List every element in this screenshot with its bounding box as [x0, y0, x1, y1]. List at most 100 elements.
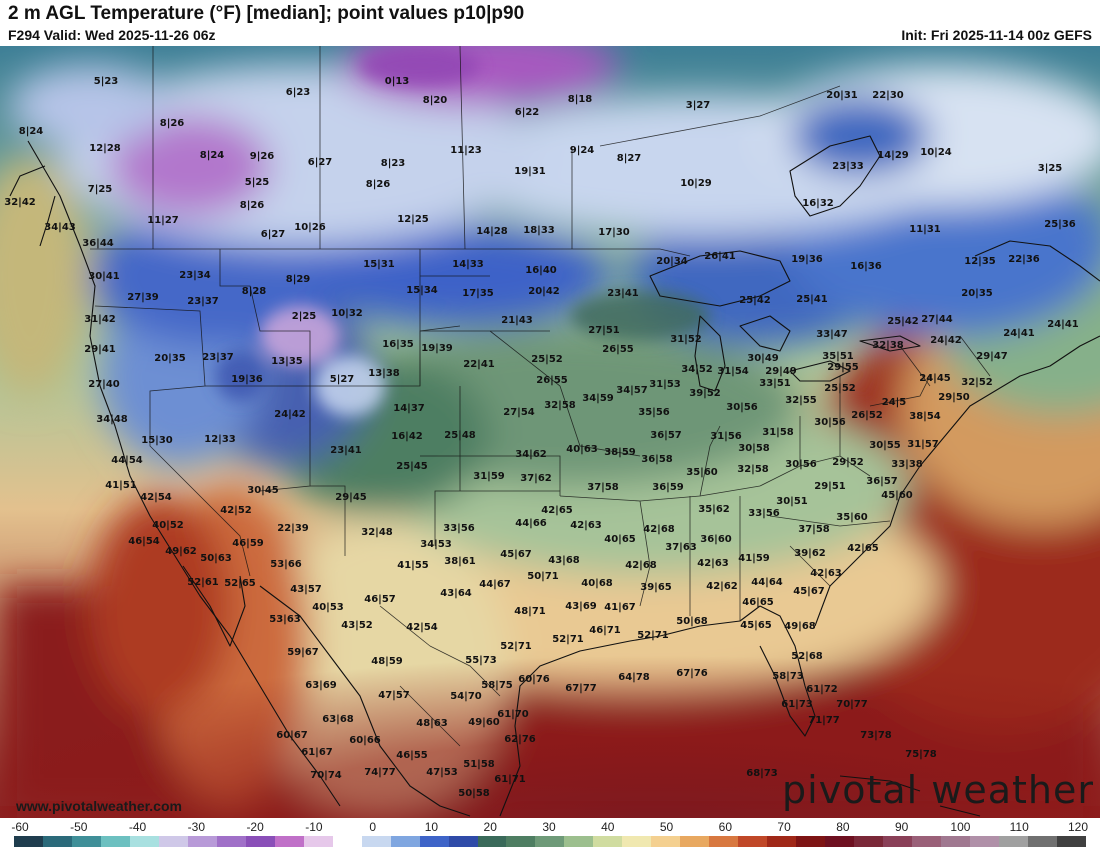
- point-value: 39|62: [794, 548, 826, 559]
- point-value: 34|57: [616, 385, 648, 396]
- point-value: 3|25: [1037, 163, 1063, 174]
- point-value: 25|52: [531, 354, 563, 365]
- legend-swatch: [303, 836, 333, 847]
- point-value: 19|31: [514, 166, 546, 177]
- point-value: 12|25: [397, 214, 429, 225]
- point-value: 30|56: [814, 417, 846, 428]
- temperature-map[interactable]: 5|23 0|13 6|23 8|20 8|18 3|27 20|31 22|30 8|24 8|…: [0, 46, 1100, 818]
- point-value: 47|53: [426, 767, 458, 778]
- legend-swatch: [796, 836, 826, 847]
- point-value: 53|63: [269, 614, 301, 625]
- point-value: 52|71: [637, 630, 669, 641]
- point-value: 30|58: [738, 443, 770, 454]
- point-value: 31|52: [670, 334, 702, 345]
- point-value: 11|27: [147, 215, 179, 226]
- point-value: 32|48: [361, 527, 393, 538]
- legend-tick-label: 40: [601, 820, 615, 834]
- point-value: 59|67: [287, 647, 319, 658]
- point-value: 29|49: [765, 366, 797, 377]
- point-value: 33|38: [891, 459, 923, 470]
- point-value: 8|29: [285, 274, 311, 285]
- point-value: 60|66: [349, 735, 381, 746]
- legend-tick-label: 120: [1067, 820, 1089, 834]
- point-value: 31|56: [710, 431, 742, 442]
- legend-swatch: [390, 836, 420, 847]
- brand-logo: pivotal weather: [782, 768, 1094, 812]
- point-value: 25|42: [887, 316, 919, 327]
- legend-tick-label: 70: [777, 820, 791, 834]
- point-value: 13|35: [271, 356, 303, 367]
- legend-swatch: [506, 836, 536, 847]
- point-value: 32|52: [961, 377, 993, 388]
- point-value: 31|53: [649, 379, 681, 390]
- point-value: 43|68: [548, 555, 580, 566]
- point-value: 35|60: [836, 512, 868, 523]
- point-value: 5|23: [93, 76, 119, 87]
- point-value: 24|5: [881, 397, 907, 408]
- legend-swatch: [419, 836, 449, 847]
- legend-ticks: -60 -50 -40 -30 -20 -10 0 10 20 30 40 50 60 70 80 90 100…: [0, 820, 1100, 834]
- legend-swatch: [100, 836, 130, 847]
- point-value: 14|28: [476, 226, 508, 237]
- point-value: 45|67: [793, 586, 825, 597]
- legend-swatch: [187, 836, 217, 847]
- point-value: 31|58: [762, 427, 794, 438]
- point-value: 53|66: [270, 559, 302, 570]
- point-value: 6|27: [307, 157, 333, 168]
- legend-swatch: [245, 836, 275, 847]
- point-value: 64|78: [618, 672, 650, 683]
- point-value: 52|61: [187, 577, 219, 588]
- point-value: 30|51: [776, 496, 808, 507]
- point-value: 46|54: [128, 536, 160, 547]
- point-value: 24|42: [274, 409, 306, 420]
- point-value: 61|73: [781, 699, 813, 710]
- point-value: 52|65: [224, 578, 256, 589]
- point-value: 30|56: [726, 402, 758, 413]
- point-value: 38|61: [444, 556, 476, 567]
- point-value: 25|48: [444, 430, 476, 441]
- point-value: 15|30: [141, 435, 173, 446]
- point-value: 63|69: [305, 680, 337, 691]
- point-value: 8|26: [159, 118, 185, 129]
- point-value: 27|39: [127, 292, 159, 303]
- point-value: 12|28: [89, 143, 121, 154]
- legend-tick-label: 10: [424, 820, 439, 834]
- point-value: 32|58: [544, 400, 576, 411]
- point-value: 29|51: [814, 481, 846, 492]
- point-value: 34|62: [515, 449, 547, 460]
- point-value: 36|57: [650, 430, 682, 441]
- point-value: 23|34: [179, 270, 211, 281]
- point-value: 35|51: [822, 351, 854, 362]
- point-value: 12|33: [204, 434, 236, 445]
- point-value: 15|31: [363, 259, 395, 270]
- point-value: 32|42: [4, 197, 36, 208]
- point-value: 42|54: [140, 492, 172, 503]
- point-value: 14|29: [877, 150, 909, 161]
- point-value: 41|59: [738, 553, 770, 564]
- point-value: 16|36: [850, 261, 882, 272]
- point-value: 35|60: [686, 467, 718, 478]
- point-value: 26|55: [536, 375, 568, 386]
- legend-swatch: [738, 836, 768, 847]
- legend-swatch: [854, 836, 884, 847]
- point-value: 13|38: [368, 368, 400, 379]
- point-value: 62|76: [504, 734, 536, 745]
- point-value: 24|45: [919, 373, 951, 384]
- point-value: 17|30: [598, 227, 630, 238]
- point-value: 20|35: [961, 288, 993, 299]
- point-value: 46|59: [232, 538, 264, 549]
- point-value: 43|69: [565, 601, 597, 612]
- legend-swatch: [883, 836, 913, 847]
- point-value: 70|77: [836, 699, 868, 710]
- point-value: 23|33: [832, 161, 864, 172]
- point-value: 29|47: [976, 351, 1008, 362]
- point-value: 36|58: [641, 454, 673, 465]
- point-value: 60|67: [276, 730, 308, 741]
- point-value: 29|55: [827, 362, 859, 373]
- point-value: 37|58: [587, 482, 619, 493]
- point-value: 10|26: [294, 222, 326, 233]
- point-value: 52|71: [500, 641, 532, 652]
- point-value: 37|62: [520, 473, 552, 484]
- point-value: 8|23: [380, 158, 406, 169]
- point-value: 24|42: [930, 335, 962, 346]
